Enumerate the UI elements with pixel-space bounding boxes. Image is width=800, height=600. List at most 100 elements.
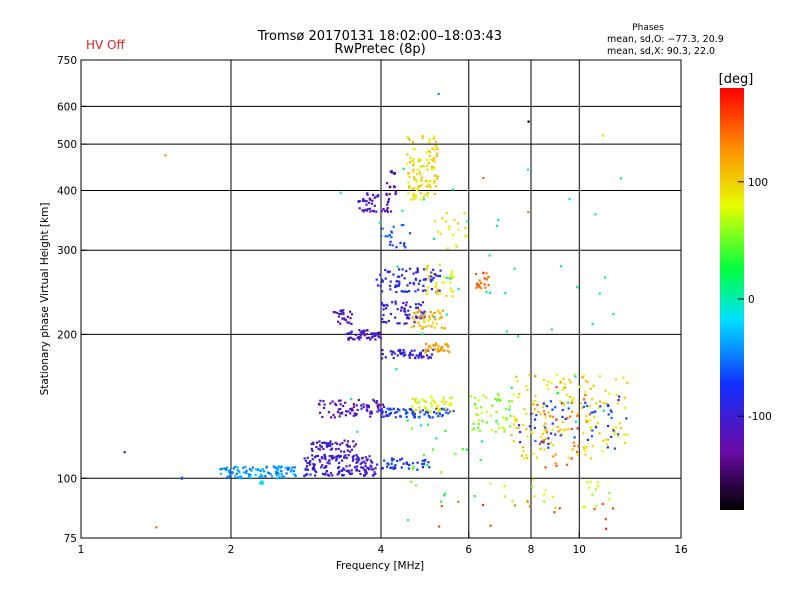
echo-point [427, 319, 430, 322]
echo-point [402, 223, 405, 227]
echo-point [319, 444, 322, 447]
echo-point [525, 453, 528, 457]
echo-point [402, 354, 405, 357]
echo-point [432, 276, 435, 280]
echo-point [320, 466, 323, 469]
echo-point [421, 327, 424, 330]
echo-point [380, 303, 383, 306]
echo-point [294, 474, 297, 478]
echo-point [433, 160, 436, 163]
echo-point [378, 404, 381, 407]
echo-point [608, 392, 611, 395]
echo-point [306, 468, 309, 471]
echo-point [444, 407, 447, 410]
echo-point [441, 309, 444, 312]
echo-point [405, 415, 408, 418]
echo-point [576, 286, 579, 289]
echo-point [381, 290, 384, 293]
echo-point [416, 306, 419, 309]
echo-point [324, 472, 327, 475]
echo-point [496, 393, 499, 396]
echo-point [612, 432, 616, 435]
echo-point [478, 429, 481, 432]
echo-point [577, 445, 580, 448]
echo-point [355, 469, 358, 472]
echo-point [413, 416, 416, 419]
echo-point [386, 407, 389, 410]
echo-point [451, 295, 454, 298]
echo-point [483, 277, 486, 280]
echo-point [478, 279, 481, 282]
echo-point [416, 267, 419, 270]
echo-point [359, 333, 363, 336]
echo-point [405, 304, 408, 307]
echo-point [421, 135, 424, 138]
echo-point [604, 276, 607, 279]
echo-point [408, 175, 411, 178]
echo-point [440, 471, 443, 474]
echo-point [562, 377, 565, 381]
echo-point [582, 432, 585, 435]
echo-point [350, 398, 353, 401]
echo-point [323, 466, 326, 470]
echo-point [280, 470, 283, 473]
echo-point [465, 448, 468, 451]
echo-point [363, 468, 366, 471]
echo-point [424, 351, 427, 354]
echo-point [526, 168, 530, 171]
echo-point [387, 235, 390, 238]
echo-point [409, 408, 412, 411]
echo-point [607, 404, 610, 408]
echo-point [418, 406, 421, 409]
echo-point [562, 404, 566, 407]
echo-point [360, 331, 363, 334]
echo-point [425, 400, 428, 404]
echo-point [394, 302, 397, 305]
echo-point [350, 330, 353, 333]
echo-point [370, 468, 374, 471]
echo-point [391, 171, 394, 174]
echo-point [354, 443, 357, 446]
echo-point [279, 466, 282, 469]
echo-point [376, 463, 379, 466]
echo-point [267, 471, 270, 474]
echo-point [232, 467, 235, 470]
echo-point [433, 157, 436, 160]
echo-point [415, 194, 418, 197]
echo-point [419, 424, 423, 427]
echo-point [612, 429, 615, 432]
echo-point [547, 437, 550, 440]
echo-point [437, 345, 440, 348]
echo-point [430, 271, 433, 274]
echo-point [343, 468, 346, 471]
echo-point [387, 463, 390, 466]
echo-point [229, 474, 232, 477]
echo-point [376, 405, 380, 408]
echo-point [286, 466, 290, 469]
echo-point [372, 398, 375, 401]
echo-point [586, 404, 589, 408]
echo-point [421, 289, 425, 292]
echo-point [394, 466, 397, 470]
phases-x-readout: mean, sd,X: 90.3, 22.0 [607, 46, 715, 57]
echo-point [529, 412, 533, 416]
echo-point [437, 274, 440, 278]
echo-point [323, 453, 326, 456]
echo-point [340, 469, 343, 472]
echo-point [384, 277, 387, 280]
echo-point [372, 332, 376, 335]
echo-point [477, 285, 480, 288]
y-tick-label: 600 [57, 101, 77, 113]
echo-point [610, 435, 613, 438]
echo-point [404, 409, 407, 412]
echo-point [375, 278, 378, 281]
echo-point [416, 468, 419, 471]
echo-point [384, 268, 387, 272]
echo-point [328, 455, 331, 458]
echo-point [387, 319, 390, 323]
echo-point [485, 272, 488, 275]
colorbar-label: [deg] [719, 72, 754, 87]
echo-point [433, 315, 436, 318]
echo-point [389, 240, 392, 243]
echo-point [343, 318, 346, 321]
